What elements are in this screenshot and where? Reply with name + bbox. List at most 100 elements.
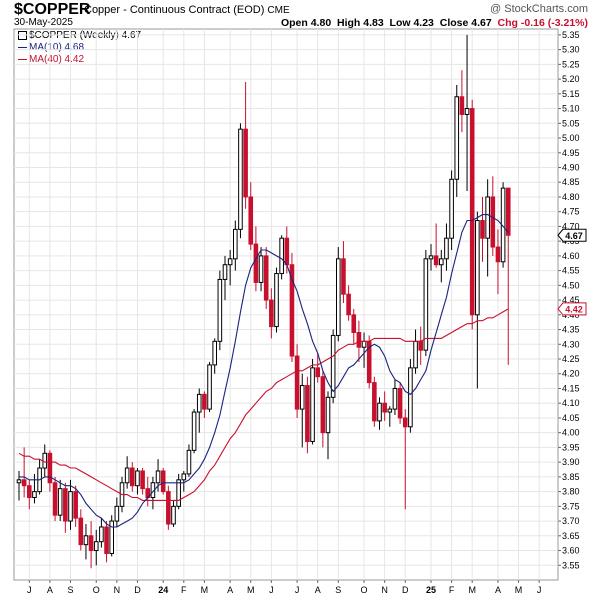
- candle-body: [207, 364, 212, 410]
- y-tick-label: 5.25: [562, 59, 580, 69]
- y-tick-label: 3.80: [562, 487, 580, 497]
- candle: [320, 370, 326, 448]
- candle-body: [114, 505, 120, 522]
- candle: [212, 338, 217, 374]
- candle: [402, 409, 408, 510]
- candle: [227, 249, 233, 286]
- candle: [351, 308, 357, 345]
- candle: [42, 444, 48, 477]
- candle: [315, 353, 320, 383]
- candle-body: [289, 264, 295, 357]
- legend-ma10[interactable]: MA(10) 4.68: [18, 42, 141, 54]
- ma40-line: [18, 308, 509, 501]
- candle: [366, 335, 372, 389]
- candle-body: [217, 278, 223, 342]
- candle-body: [202, 393, 207, 410]
- candle-body: [485, 196, 490, 239]
- candle-body: [377, 402, 382, 422]
- candle-body: [464, 108, 470, 115]
- candle: [207, 361, 212, 413]
- y-tick-label: 3.55: [562, 560, 580, 570]
- candle-body: [294, 355, 300, 410]
- candle-body: [171, 505, 176, 525]
- candle: [202, 391, 207, 418]
- candle-body: [330, 334, 336, 398]
- candle: [243, 82, 248, 209]
- chart-axes: 3.55 3.60 3.65 3.70 3.75 3.80 3.85 3.90 3.95 4.00…: [27, 30, 579, 595]
- candle-body: [263, 255, 269, 301]
- candle: [382, 391, 387, 421]
- x-tick-label: A: [315, 585, 321, 595]
- candle: [171, 500, 176, 527]
- candle-body: [124, 467, 130, 484]
- candle-body: [361, 340, 367, 348]
- candle-body: [243, 128, 248, 198]
- candle-body: [320, 376, 326, 434]
- x-tick-label: N: [381, 585, 388, 595]
- candle-body: [459, 96, 465, 115]
- x-tick-label: J: [537, 585, 542, 595]
- candle: [166, 485, 171, 530]
- x-tick-label: F: [449, 585, 455, 595]
- candle: [73, 485, 78, 527]
- candle-body: [21, 479, 27, 487]
- y-tick-label: 5.00: [562, 133, 580, 143]
- y-tick-label: 4.85: [562, 177, 580, 187]
- candle-body: [176, 479, 181, 507]
- candle-body: [336, 258, 341, 336]
- candle-body: [63, 488, 68, 522]
- candle: [294, 344, 300, 418]
- candle: [233, 220, 238, 271]
- candle: [263, 247, 269, 309]
- candle: [490, 176, 496, 256]
- candle: [505, 187, 511, 365]
- y-tick-label: 3.65: [562, 531, 580, 541]
- candle: [341, 241, 346, 304]
- ma40-badge-text: 4.42: [565, 304, 583, 314]
- change-value: Chg -0.16 (-3.21%): [497, 17, 588, 29]
- candle: [176, 473, 181, 510]
- candle: [78, 509, 84, 551]
- candle: [83, 524, 89, 560]
- candle: [372, 376, 377, 427]
- candle-body: [16, 479, 22, 484]
- x-tick-label: M: [515, 585, 523, 595]
- candle-body: [274, 273, 279, 328]
- candle-body: [238, 128, 243, 230]
- candle-body: [392, 387, 398, 410]
- candle-body: [444, 237, 449, 260]
- x-tick-label: S: [335, 585, 341, 595]
- y-tick-label: 3.85: [562, 472, 580, 482]
- x-tick-label: S: [67, 585, 73, 595]
- legend-ma40[interactable]: MA(40) 4.42: [18, 54, 141, 66]
- candle-body: [413, 340, 418, 369]
- candle: [52, 476, 58, 522]
- candle-body: [93, 541, 99, 552]
- y-tick-label: 5.10: [562, 104, 580, 114]
- exchange-label: CME: [267, 5, 290, 16]
- candle: [299, 373, 305, 448]
- line-swatch-icon: [18, 58, 27, 60]
- candle: [93, 529, 99, 566]
- candle-body: [428, 255, 434, 260]
- y-tick-label: 4.35: [562, 325, 580, 335]
- candle: [423, 249, 429, 357]
- candle-body: [439, 258, 444, 266]
- candle: [217, 270, 223, 351]
- candle-body: [227, 258, 233, 266]
- candle-body: [32, 491, 37, 498]
- y-tick-label: 3.90: [562, 457, 580, 467]
- line-swatch-icon: [18, 46, 27, 48]
- candle: [186, 444, 192, 477]
- candle: [196, 388, 202, 433]
- candle-body: [433, 255, 439, 266]
- y-tick-label: 3.70: [562, 516, 580, 526]
- y-tick-label: 3.95: [562, 442, 580, 452]
- y-tick-label: 4.30: [562, 339, 580, 349]
- y-tick-label: 4.45: [562, 295, 580, 305]
- stockcharts-watermark[interactable]: @ StockCharts.com: [490, 3, 588, 15]
- candle-body: [140, 470, 145, 490]
- candle-body: [104, 526, 109, 554]
- candle: [274, 267, 279, 333]
